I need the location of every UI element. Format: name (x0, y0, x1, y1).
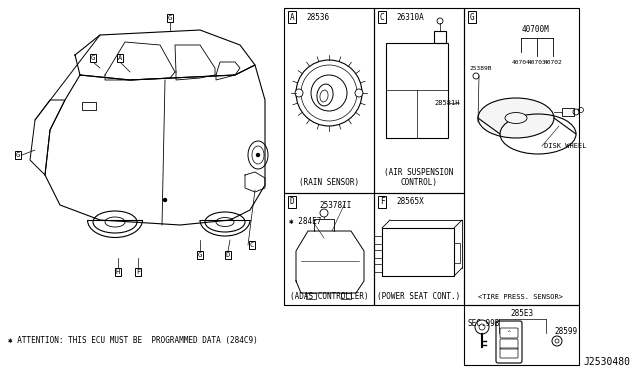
Ellipse shape (505, 112, 527, 124)
Ellipse shape (478, 98, 554, 138)
Bar (374, 264, 382, 272)
Bar (374, 193, 464, 305)
Text: 40702: 40702 (543, 60, 563, 65)
Text: <TIRE PRESS. SENSOR>: <TIRE PRESS. SENSOR> (479, 294, 563, 300)
Text: ^: ^ (507, 330, 511, 334)
Bar (562, 108, 574, 116)
Bar (82, 102, 96, 110)
Text: DISK WHEEL: DISK WHEEL (544, 143, 586, 149)
Text: G: G (16, 152, 20, 158)
Text: 40700M: 40700M (522, 26, 550, 35)
Bar (284, 8, 374, 193)
Text: 25378II: 25378II (319, 201, 351, 209)
Bar (464, 305, 579, 365)
Text: (POWER SEAT CONT.): (POWER SEAT CONT.) (378, 292, 461, 301)
Circle shape (163, 199, 166, 202)
Text: 40704: 40704 (511, 60, 531, 65)
Circle shape (355, 89, 363, 97)
Bar (374, 250, 382, 258)
Text: (RAIN SENSOR): (RAIN SENSOR) (299, 179, 359, 187)
Text: A: A (118, 55, 122, 61)
Text: G: G (470, 13, 474, 22)
Text: 40703: 40703 (527, 60, 547, 65)
Text: H: H (116, 269, 120, 275)
Text: F: F (380, 198, 384, 206)
Text: D: D (226, 252, 230, 258)
Text: G: G (91, 55, 95, 61)
Bar (434, 31, 446, 43)
Text: F: F (136, 269, 140, 275)
Text: 25389B: 25389B (469, 65, 492, 71)
Bar (454, 243, 460, 263)
Text: ✱ 284E7: ✱ 284E7 (289, 217, 321, 225)
Text: 28565X: 28565X (396, 198, 424, 206)
Text: G: G (168, 15, 172, 21)
Text: CONTROL): CONTROL) (401, 179, 438, 187)
Text: ✱ ATTENTION: THIS ECU MUST BE  PROGRAMMED DATA (284C9): ✱ ATTENTION: THIS ECU MUST BE PROGRAMMED… (8, 336, 258, 344)
Bar (464, 8, 579, 305)
Circle shape (295, 89, 303, 97)
Text: (AIR SUSPENSION: (AIR SUSPENSION (384, 169, 454, 177)
Text: (ADAS CONTROLLER): (ADAS CONTROLLER) (290, 292, 368, 301)
Text: 28599: 28599 (554, 327, 577, 336)
Text: 26310A: 26310A (396, 13, 424, 22)
Text: A: A (290, 13, 294, 22)
Bar (284, 193, 374, 305)
Text: C: C (380, 13, 384, 22)
Bar (341, 293, 351, 299)
Text: C: C (250, 242, 254, 248)
Bar (374, 236, 382, 244)
Text: J2530480: J2530480 (583, 357, 630, 367)
Bar (386, 43, 448, 138)
Text: 28581H: 28581H (435, 100, 460, 106)
Text: G: G (198, 252, 202, 258)
Text: D: D (290, 198, 294, 206)
Text: 28536: 28536 (306, 13, 329, 22)
Text: 285E3: 285E3 (511, 308, 534, 317)
Bar (382, 228, 454, 276)
Bar (374, 8, 464, 193)
Text: SEC.99B: SEC.99B (467, 318, 499, 327)
Bar (306, 293, 316, 299)
Circle shape (257, 154, 259, 157)
